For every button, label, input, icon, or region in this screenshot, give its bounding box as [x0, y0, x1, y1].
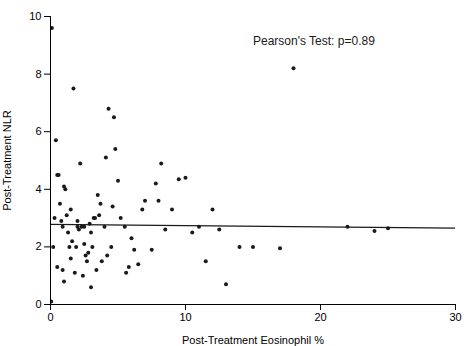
svg-text:0: 0 [47, 311, 53, 323]
svg-text:4: 4 [35, 183, 41, 195]
svg-text:2: 2 [35, 240, 41, 252]
svg-text:6: 6 [35, 125, 41, 137]
svg-text:10: 10 [29, 10, 41, 22]
svg-text:0: 0 [35, 298, 41, 310]
svg-text:Post-Treatment NLR: Post-Treatment NLR [1, 110, 13, 211]
svg-text:Post-Treatment Eosinophil %: Post-Treatment Eosinophil % [182, 334, 324, 346]
svg-text:Pearson's Test: p=0.89: Pearson's Test: p=0.89 [253, 34, 375, 48]
svg-text:8: 8 [35, 68, 41, 80]
svg-text:30: 30 [449, 311, 461, 323]
svg-text:10: 10 [179, 311, 191, 323]
svg-text:20: 20 [314, 311, 326, 323]
